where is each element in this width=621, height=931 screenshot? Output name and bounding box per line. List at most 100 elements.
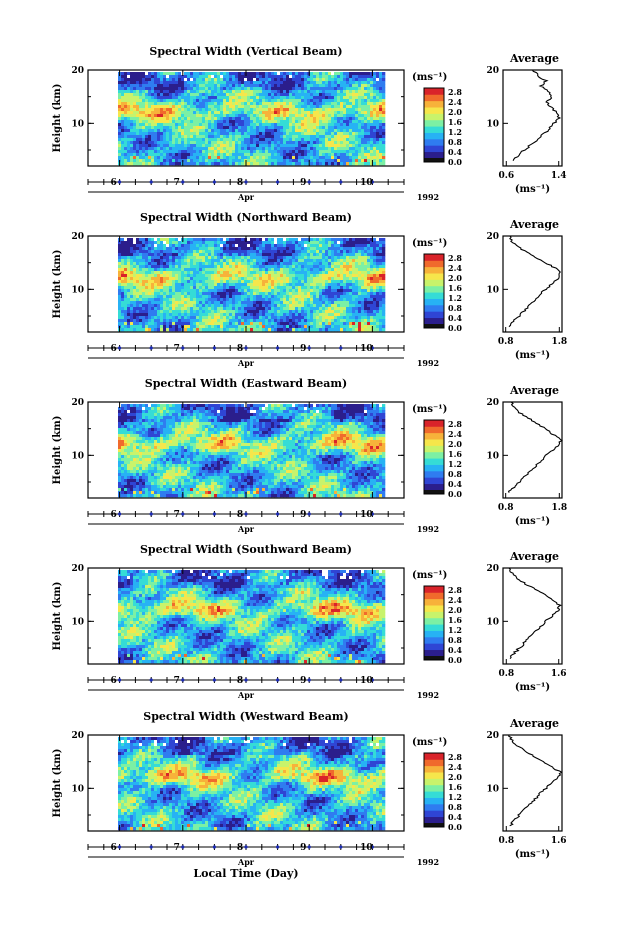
heatmap-cell: [319, 325, 323, 329]
heatmap-cell: [154, 120, 158, 124]
heatmap-cell: [358, 153, 362, 157]
heatmap-cell: [238, 162, 242, 166]
heatmap-cell: [319, 129, 323, 133]
heatmap-cell: [262, 153, 266, 157]
heatmap-cell: [169, 304, 173, 308]
heatmap-cell: [307, 292, 311, 296]
heatmap-cell: [250, 259, 254, 263]
heatmap-cell: [250, 135, 254, 139]
heatmap-cell: [235, 90, 239, 94]
heatmap-cell: [157, 265, 161, 269]
heatmap-cell: [148, 147, 152, 151]
heatmap-cell: [268, 241, 272, 245]
heatmap-cell: [214, 120, 218, 124]
heatmap-cell: [244, 244, 248, 248]
heatmap-cell: [157, 244, 161, 248]
heatmap-cell: [283, 322, 287, 326]
heatmap-cell: [304, 138, 308, 142]
heatmap-cell: [226, 247, 230, 251]
heatmap-cell: [181, 129, 185, 133]
heatmap-cell: [367, 111, 371, 115]
heatmap-cell: [175, 310, 179, 314]
heatmap-cell: [157, 280, 161, 284]
heatmap-cell: [208, 129, 212, 133]
heatmap-cell: [178, 262, 182, 266]
heatmap-cell: [376, 78, 380, 82]
heatmap-cell: [271, 322, 275, 326]
heatmap-cell: [373, 78, 377, 82]
heatmap-cell: [340, 96, 344, 100]
heatmap-cell: [166, 301, 170, 305]
heatmap-cell: [355, 153, 359, 157]
heatmap-cell: [304, 132, 308, 136]
heatmap-cell: [175, 301, 179, 305]
heatmap-cell: [241, 138, 245, 142]
heatmap-cell: [361, 75, 365, 79]
heatmap-cell: [151, 277, 155, 281]
heatmap-cell: [313, 244, 317, 248]
heatmap-cell: [346, 144, 350, 148]
heatmap-cell: [265, 298, 269, 302]
heatmap-cell: [241, 301, 245, 305]
heatmap-cell: [175, 268, 179, 272]
heatmap-cell: [130, 117, 134, 121]
heatmap-cell: [220, 262, 224, 266]
heatmap-cell: [232, 256, 236, 260]
heatmap-cell: [379, 96, 383, 100]
heatmap-cell: [286, 81, 290, 85]
heatmap-cell: [196, 81, 200, 85]
heatmap-cell: [304, 105, 308, 109]
heatmap-cell: [259, 147, 263, 151]
heatmap-cell: [316, 81, 320, 85]
heatmap-cell: [355, 132, 359, 136]
heatmap-cell: [307, 126, 311, 130]
heatmap-cell: [352, 99, 356, 103]
heatmap-cell: [223, 256, 227, 260]
heatmap-cell: [148, 156, 152, 160]
heatmap-cell: [199, 298, 203, 302]
heatmap-cell: [337, 105, 341, 109]
heatmap-cell: [175, 135, 179, 139]
heatmap-cell: [241, 87, 245, 91]
heatmap-cell: [178, 129, 182, 133]
heatmap-cell: [334, 90, 338, 94]
heatmap-cell: [244, 271, 248, 275]
heatmap-cell: [199, 138, 203, 142]
heatmap-cell: [160, 292, 164, 296]
heatmap-cell: [280, 147, 284, 151]
heatmap-cell: [166, 111, 170, 115]
heatmap-cell: [235, 102, 239, 106]
heatmap-cell: [280, 108, 284, 112]
heatmap-cell: [346, 153, 350, 157]
heatmap-cell: [154, 81, 158, 85]
heatmap-cell: [319, 310, 323, 314]
heatmap-cell: [316, 147, 320, 151]
heatmap-cell: [181, 247, 185, 251]
heatmap-cell: [367, 156, 371, 160]
heatmap-cell: [274, 123, 278, 127]
heatmap-cell: [187, 322, 191, 326]
heatmap-cell: [247, 322, 251, 326]
heatmap-cell: [265, 72, 269, 76]
heatmap-cell: [184, 262, 188, 266]
heatmap-cell: [253, 262, 257, 266]
heatmap-cell: [166, 262, 170, 266]
heatmap-cell: [313, 162, 317, 166]
heatmap-cell: [163, 322, 167, 326]
heatmap-cell: [301, 84, 305, 88]
heatmap-cell: [346, 84, 350, 88]
heatmap-cell: [223, 253, 227, 257]
heatmap-cell: [343, 126, 347, 130]
heatmap-cell: [151, 256, 155, 260]
heatmap-cell: [229, 162, 233, 166]
heatmap-cell: [163, 277, 167, 281]
heatmap-cell: [118, 250, 122, 254]
heatmap-cell: [157, 316, 161, 320]
heatmap-cell: [124, 111, 128, 115]
heatmap-cell: [346, 99, 350, 103]
heatmap-cell: [235, 271, 239, 275]
heatmap-cell: [325, 150, 329, 154]
heatmap-cell: [253, 159, 257, 163]
heatmap-cell: [205, 153, 209, 157]
heatmap-cell: [181, 144, 185, 148]
